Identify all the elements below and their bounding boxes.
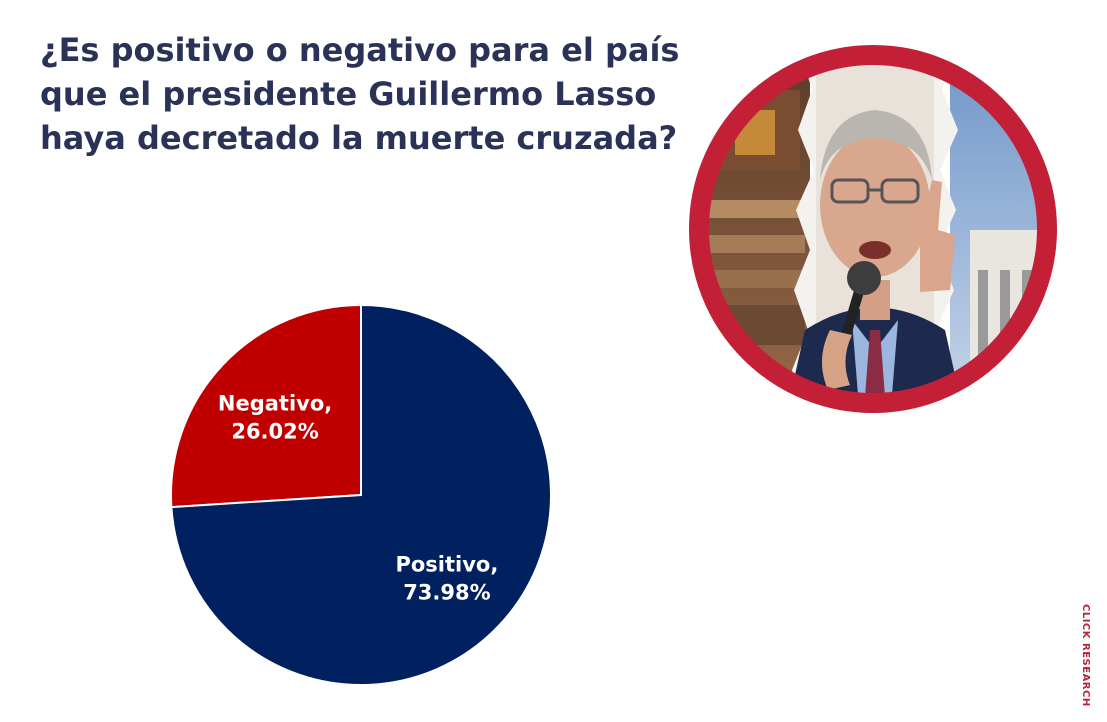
pie-chart: Negativo, 26.02% Positivo, 73.98% xyxy=(170,303,552,686)
pie-label-positivo: Positivo, 73.98% xyxy=(395,553,498,605)
pie-label-negativo: Negativo, 26.02% xyxy=(218,391,332,443)
photo-ring xyxy=(689,45,1057,413)
pie-slice-negativo xyxy=(170,303,362,509)
pie-slice-positivo xyxy=(170,303,552,686)
page-title: ¿Es positivo o negativo para el país que… xyxy=(40,31,680,157)
brand-label: CLICK RESEARCH xyxy=(1080,604,1091,707)
president-photo xyxy=(689,45,1057,413)
